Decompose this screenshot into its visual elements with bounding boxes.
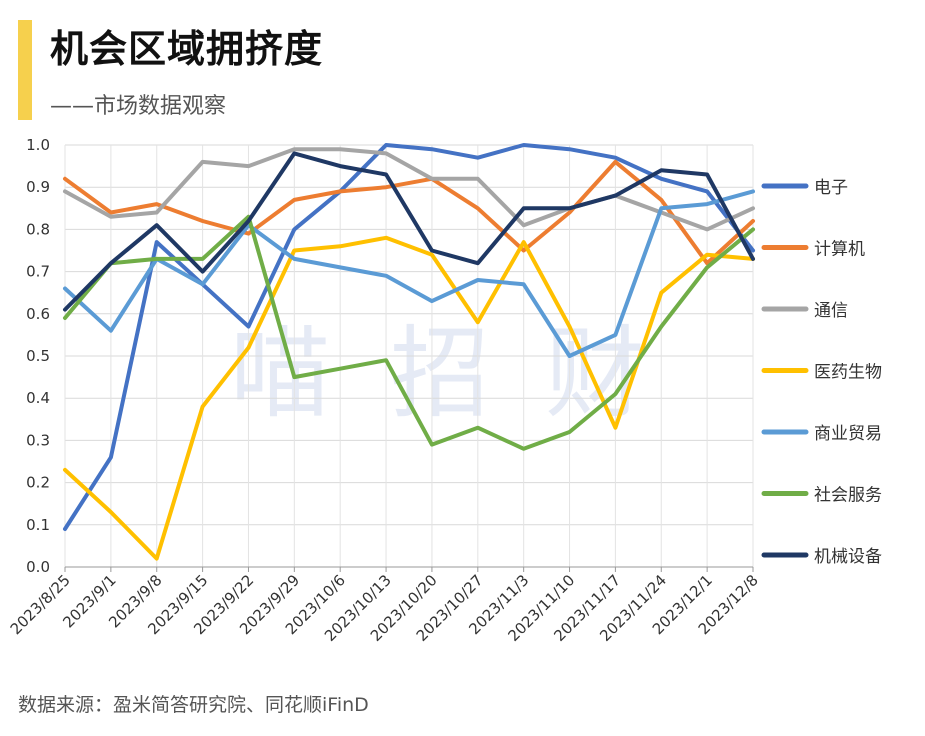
series-line xyxy=(63,151,755,312)
y-tick-label: 0.9 xyxy=(26,178,50,196)
series-7 xyxy=(63,151,755,312)
legend-item: 计算机 xyxy=(761,240,865,260)
legend-item: 商业贸易 xyxy=(761,424,882,444)
legend-item: 社会服务 xyxy=(761,486,882,506)
y-tick-label: 1.0 xyxy=(26,136,50,154)
y-tick-label: 0.6 xyxy=(26,305,50,323)
legend-label: 计算机 xyxy=(814,240,865,260)
chart-title: 机会区域拥挤度 xyxy=(50,27,324,71)
series-line xyxy=(63,147,755,232)
watermark-char-2: 招 xyxy=(390,315,490,432)
legend-item: 通信 xyxy=(761,301,848,321)
legend-item: 医药生物 xyxy=(761,363,882,383)
y-tick-label: 0.7 xyxy=(26,263,50,281)
y-tick-label: 0.1 xyxy=(26,516,50,534)
y-tick-label: 0.5 xyxy=(26,347,50,365)
y-tick-label: 0.0 xyxy=(26,558,50,576)
legend-label: 机械设备 xyxy=(814,547,882,567)
legend-label: 电子 xyxy=(814,178,848,198)
legend-label: 通信 xyxy=(814,301,848,321)
x-tick-label: 2023/8/25 xyxy=(7,571,74,638)
legend-item: 电子 xyxy=(761,178,848,198)
legend-item: 机械设备 xyxy=(761,547,882,567)
y-tick-label: 0.8 xyxy=(26,220,50,238)
title-accent-bar xyxy=(18,20,32,120)
series-line xyxy=(63,214,755,451)
y-tick-label: 0.3 xyxy=(26,431,50,449)
series-6 xyxy=(63,214,755,451)
legend-label: 医药生物 xyxy=(814,363,882,383)
series-line xyxy=(63,143,755,531)
data-source-note: 数据来源：盈米简答研究院、同花顺iFinD xyxy=(18,694,369,716)
legend-label: 商业贸易 xyxy=(814,424,882,444)
chart-subtitle: ——市场数据观察 xyxy=(50,94,227,119)
y-tick-label: 0.4 xyxy=(26,389,50,407)
series-lines xyxy=(63,143,755,561)
y-tick-label: 0.2 xyxy=(26,474,50,492)
series-line xyxy=(63,189,755,358)
legend-label: 社会服务 xyxy=(814,486,882,506)
